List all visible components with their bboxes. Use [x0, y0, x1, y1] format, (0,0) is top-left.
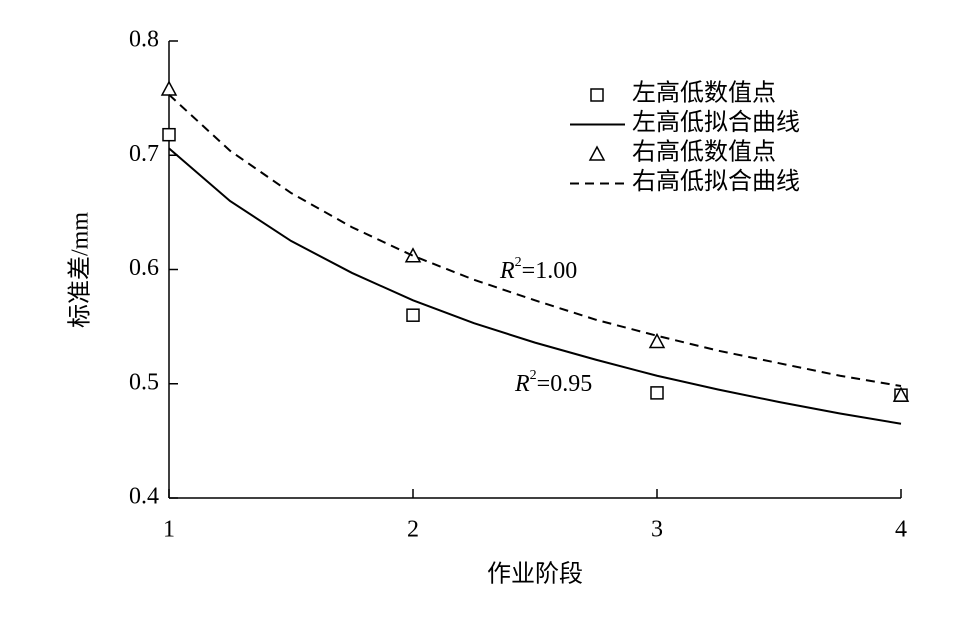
square-marker — [406, 308, 420, 322]
square-marker — [650, 386, 664, 400]
annotation-superscript: 2 — [515, 255, 522, 270]
legend-label: 左高低数值点 — [632, 80, 776, 107]
y-tick-label: 0.7 — [129, 141, 159, 167]
legend-label: 左高低拟合曲线 — [632, 109, 800, 136]
annotation-value: =0.95 — [537, 371, 593, 397]
legend-label: 右高低拟合曲线 — [632, 168, 800, 195]
legend-label: 右高低数值点 — [632, 139, 776, 166]
x-tick-label: 2 — [407, 517, 419, 543]
annotation-symbol: R — [514, 371, 530, 397]
y-tick-label: 0.5 — [129, 369, 159, 395]
annotation: R2=0.95 — [514, 368, 592, 396]
fit-curve — [168, 147, 902, 425]
square-marker — [162, 127, 176, 142]
triangle-marker — [648, 332, 666, 349]
triangle-marker — [160, 80, 178, 96]
y-axis-label: 标准差/mm — [67, 212, 94, 328]
legend-marker — [590, 88, 604, 102]
annotation-superscript: 2 — [530, 368, 537, 383]
triangle-marker — [404, 247, 422, 263]
x-axis-label: 作业阶段 — [487, 561, 583, 588]
annotation: R2=1.00 — [499, 255, 577, 283]
triangle-marker — [892, 386, 910, 402]
y-tick-label: 0.4 — [129, 484, 159, 510]
legend-marker — [588, 145, 606, 161]
x-tick-label: 4 — [895, 517, 907, 543]
y-tick-label: 0.8 — [129, 27, 159, 53]
y-tick-label: 0.6 — [129, 255, 159, 281]
x-tick-label: 1 — [163, 517, 175, 543]
annotation-value: =1.00 — [522, 258, 578, 284]
annotation-symbol: R — [499, 258, 515, 284]
x-tick-label: 3 — [651, 517, 663, 543]
fit-curve — [168, 93, 902, 388]
